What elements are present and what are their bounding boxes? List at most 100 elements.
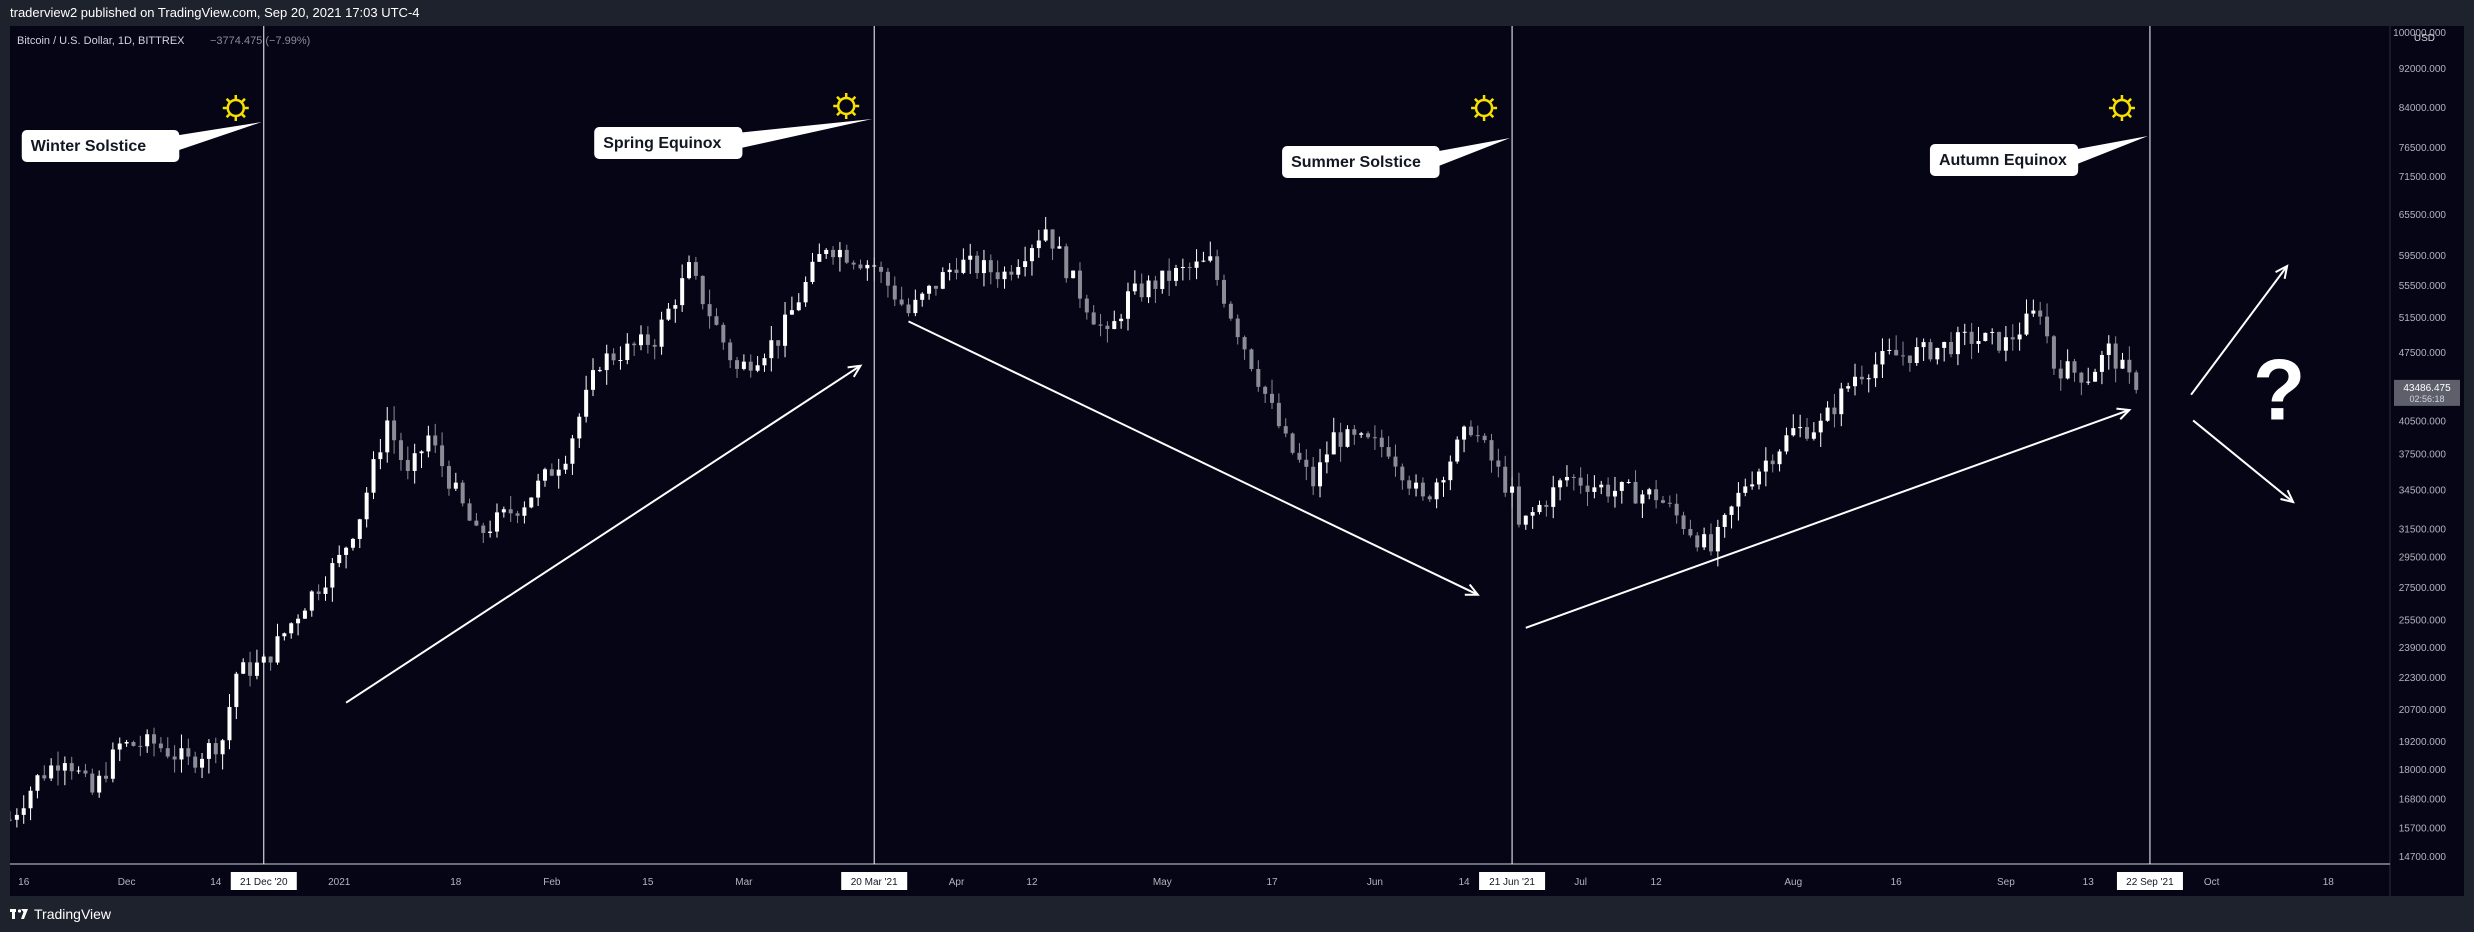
candle-body xyxy=(1064,246,1069,279)
candle-body xyxy=(1448,461,1453,481)
candle-body xyxy=(817,253,822,262)
future-up-arrow xyxy=(2190,264,2289,396)
candle-body xyxy=(1125,291,1130,319)
candle-body xyxy=(76,770,81,772)
candle-body xyxy=(227,706,232,741)
tradingview-logo-icon xyxy=(10,907,28,922)
candle-body xyxy=(1976,341,1981,344)
candle-body xyxy=(302,610,307,619)
y-tick-label: 27500.000 xyxy=(2399,583,2447,594)
candle-body xyxy=(927,285,932,294)
candle-body xyxy=(419,451,424,454)
x-tick-label: 14 xyxy=(210,877,222,888)
price-chart[interactable]: 100000.000 92000.000 84000.000 76500.000 715… xyxy=(10,26,2464,896)
arrow-head xyxy=(1464,583,1480,596)
arrow-head xyxy=(2116,407,2132,420)
candle-body xyxy=(1805,427,1810,439)
candle-body xyxy=(680,278,685,306)
candle-body xyxy=(1811,432,1816,439)
candle-body xyxy=(1647,489,1652,495)
callout-pointer xyxy=(2072,136,2148,166)
footer-bar: TradingView xyxy=(0,896,2474,932)
candle-body xyxy=(268,656,273,663)
candle-body xyxy=(1654,489,1659,501)
chart-frame[interactable]: 100000.000 92000.000 84000.000 76500.000 715… xyxy=(10,26,2464,896)
candle-body xyxy=(508,509,513,514)
candle-body xyxy=(2099,354,2104,372)
candle-body xyxy=(1667,502,1672,504)
candle-body xyxy=(2051,336,2056,369)
candle-body xyxy=(1832,407,1837,415)
candle-body xyxy=(1441,480,1446,483)
y-tick-label: 100000.000 xyxy=(2393,28,2446,39)
candle-body xyxy=(1180,266,1185,269)
candle-body xyxy=(1599,484,1604,488)
candle-body xyxy=(21,808,26,815)
candle-body xyxy=(2086,381,2091,383)
candle-body xyxy=(110,749,115,779)
price-axis-panel[interactable] xyxy=(2390,26,2464,896)
candle-body xyxy=(2106,343,2111,355)
candle-body xyxy=(62,763,67,771)
candle-body xyxy=(824,249,829,254)
candle-body xyxy=(56,765,61,771)
candle-body xyxy=(1228,303,1233,319)
candle-body xyxy=(1942,342,1947,348)
callout-pointer xyxy=(1433,138,1511,168)
candle-body xyxy=(1818,420,1823,433)
candle-body xyxy=(1242,337,1247,350)
candle-body xyxy=(1324,454,1329,463)
sun-ray xyxy=(1489,97,1495,103)
candle-body xyxy=(1153,280,1158,289)
sun-disc xyxy=(1474,98,1494,118)
candle-body xyxy=(1160,270,1165,289)
candle-body xyxy=(350,538,355,548)
candle-body xyxy=(1887,349,1892,351)
sun-disc xyxy=(226,98,246,118)
candle-body xyxy=(975,255,980,274)
candle-body xyxy=(1901,355,1906,357)
candle-body xyxy=(1084,298,1089,313)
candle-body xyxy=(1756,471,1761,485)
arrow-shaft xyxy=(2192,419,2294,503)
callout-pointer xyxy=(173,122,262,152)
event-label: Summer Solstice xyxy=(1291,154,1421,171)
sun-ray xyxy=(2127,97,2133,103)
y-tick-label: 34500.000 xyxy=(2399,485,2447,496)
candle-body xyxy=(1359,433,1364,435)
candle-body xyxy=(1969,331,1974,344)
candle-body xyxy=(364,492,369,520)
candle-body xyxy=(344,547,349,555)
arrow-shaft xyxy=(345,364,862,704)
event-date-label: 22 Sep '21 xyxy=(2126,877,2174,888)
candle-body xyxy=(1112,321,1117,330)
candle-body xyxy=(1043,229,1048,241)
candle-body xyxy=(49,765,54,779)
candle-body xyxy=(1208,256,1213,261)
candle-body xyxy=(1660,500,1665,503)
x-tick-label: 18 xyxy=(2323,877,2335,888)
publish-header: traderview2 published on TradingView.com… xyxy=(0,0,2474,26)
candle-body xyxy=(1215,256,1220,280)
sun-ray xyxy=(2127,113,2133,119)
y-tick-label: 59500.000 xyxy=(2399,251,2447,262)
candle-body xyxy=(1029,248,1034,262)
footer-brand[interactable]: TradingView xyxy=(34,906,112,922)
candle-body xyxy=(1921,342,1926,348)
x-tick-label: 15 xyxy=(642,877,654,888)
candle-body xyxy=(1619,481,1624,491)
candle-body xyxy=(1194,261,1199,268)
publish-text: traderview2 published on TradingView.com… xyxy=(10,5,420,20)
x-tick-label: Dec xyxy=(118,877,136,888)
candle-body xyxy=(296,618,301,624)
x-tick-label: 16 xyxy=(18,877,30,888)
sun-ray xyxy=(241,97,246,103)
candle-body xyxy=(138,745,143,747)
candle-body xyxy=(1407,480,1412,489)
candle-body xyxy=(796,302,801,311)
candle-body xyxy=(1736,492,1741,507)
candle-body xyxy=(1427,496,1432,500)
candle-body xyxy=(1352,429,1357,435)
x-tick-label: Feb xyxy=(543,877,561,888)
candle-body xyxy=(1798,427,1803,429)
